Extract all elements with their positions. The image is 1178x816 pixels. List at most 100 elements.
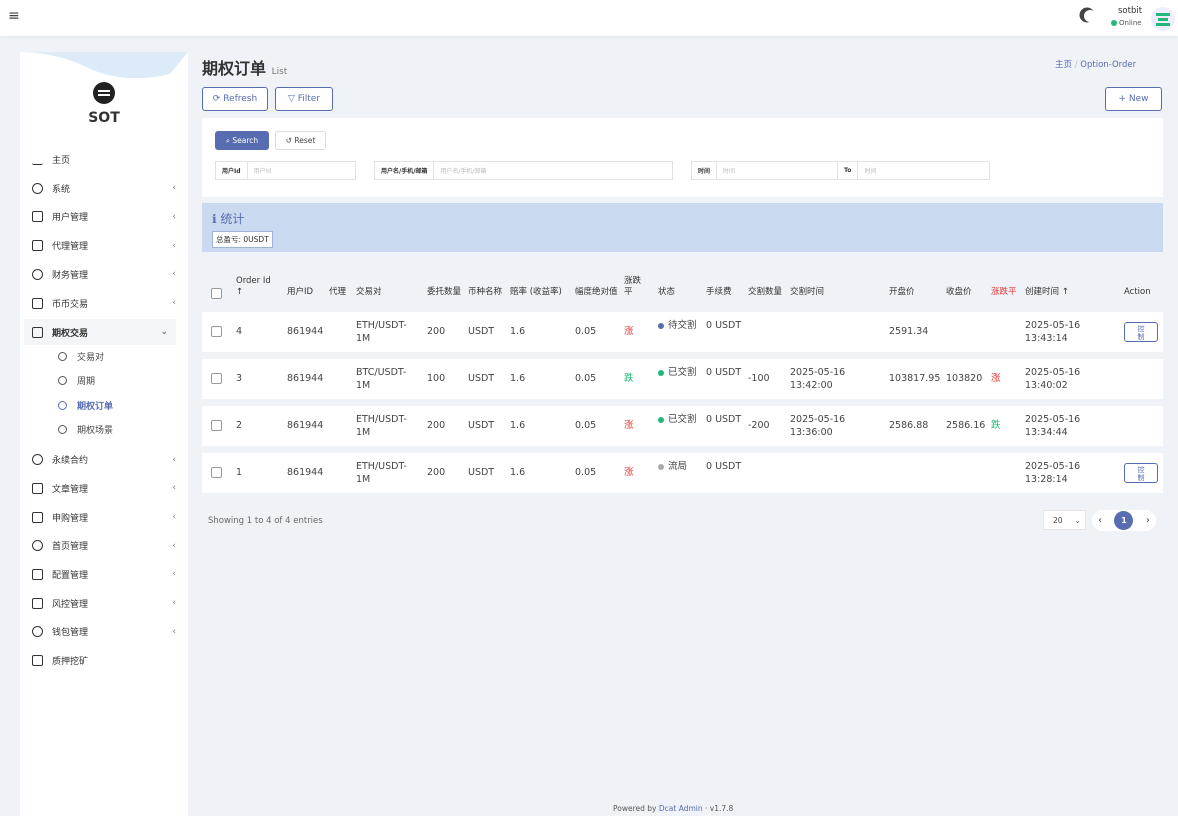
filter-field[interactable]: 用户Id 用户Id <box>215 161 356 180</box>
menu-item[interactable]: 永续合约 ‹ <box>32 453 176 466</box>
filter-button[interactable]: ▽ Filter <box>275 87 333 111</box>
cell: USDT <box>468 420 495 431</box>
table-row: 2 861944 ETH/USDT-1M 200 USDT 1.6 0.05 涨 已交割 0 US… <box>202 406 1163 446</box>
status-text: 待交割 <box>668 320 697 331</box>
menu-label: 申购管理 <box>52 513 89 524</box>
refresh-button[interactable]: ⟳ Refresh <box>202 87 268 111</box>
checkbox[interactable] <box>211 373 222 384</box>
menu-label: 风控管理 <box>52 599 89 610</box>
search-button[interactable]: ⌕ Search <box>215 131 269 150</box>
avatar[interactable] <box>1151 7 1175 31</box>
cell: 3 <box>236 373 243 384</box>
checkbox[interactable] <box>211 288 222 299</box>
submenu-icon <box>58 424 67 434</box>
menu-arrow: ‹ <box>172 269 176 280</box>
menu-item[interactable]: 用户管理 ‹ <box>32 210 176 223</box>
menu-label: 文章管理 <box>52 484 89 495</box>
sidebar: SOT 主页 系统 ‹ 用户管理 ‹ 代理管理 ‹ 财务管理 ‹ 币币交易 ‹ 期权交易 ⌄ 交易对 周期期… <box>20 52 188 816</box>
direction: 跌 <box>624 373 634 384</box>
menu-icon <box>32 326 43 338</box>
menu-arrow: ‹ <box>172 512 176 522</box>
menu-label: 代理管理 <box>52 242 89 253</box>
cell: 2025-05-16 13:28:14 <box>1025 461 1081 485</box>
menu-arrow: ‹ <box>172 211 176 222</box>
crumb[interactable]: Option-Order <box>1080 60 1137 70</box>
cell: 1.6 <box>510 420 526 431</box>
per-page: 20 <box>1053 515 1063 525</box>
pagination-info: Showing 1 to 4 of 4 entries <box>208 516 323 526</box>
action-button[interactable]: 控制 <box>1124 322 1158 342</box>
menu-item[interactable]: 代理管理 ‹ <box>32 239 176 252</box>
column-header: 代理 <box>329 287 347 297</box>
reset-button[interactable]: ↺ Reset <box>275 131 326 150</box>
cell: 103820 <box>946 373 983 384</box>
subtitle: List <box>271 67 288 77</box>
menu-item[interactable]: 质押挖矿 <box>32 654 176 667</box>
filter-field[interactable]: 时间 时间 To 时间 <box>691 161 990 180</box>
menu-icon <box>32 568 43 580</box>
menu-arrow: ‹ <box>172 298 176 308</box>
logo <box>93 82 115 104</box>
menu-label: 主页 <box>52 156 71 166</box>
checkbox[interactable] <box>211 326 222 337</box>
column-header: 用户ID <box>287 287 314 297</box>
submenu-label: 期权订单 <box>77 401 114 412</box>
footer-link[interactable]: Dcat Admin <box>658 804 703 813</box>
checkbox[interactable] <box>211 420 222 431</box>
per-page-select[interactable]: 20 ⌄ <box>1043 510 1086 530</box>
prev[interactable]: ‹ <box>1098 515 1103 526</box>
filter-panel: ⌕ Search ↺ Reset 用户Id 用户Id 用户名/手机/邮箱 用户名/手… <box>202 118 1163 197</box>
column-header: 收盘价 <box>946 287 972 297</box>
cell: 200 <box>427 326 446 337</box>
column-header[interactable]: Order Id ↑ <box>236 276 271 297</box>
status: 已交割 <box>658 413 700 426</box>
menu-label: 系统 <box>52 184 71 195</box>
submenu-item[interactable]: 期权订单 <box>58 399 113 412</box>
page-number[interactable]: 1 <box>1114 511 1134 530</box>
checkbox[interactable] <box>211 467 222 478</box>
cell: 100 <box>427 373 446 384</box>
theme-toggle[interactable] <box>1084 10 1096 22</box>
menu-item[interactable]: 文章管理 ‹ <box>32 482 176 495</box>
column-header[interactable]: 创建时间 ↑ <box>1025 287 1069 297</box>
menu-label: 用户管理 <box>52 213 89 224</box>
crumb[interactable]: 主页 <box>1055 60 1073 70</box>
action-button[interactable]: 控制 <box>1124 463 1158 483</box>
menu-label: 首页管理 <box>52 542 89 553</box>
label: Search <box>232 136 259 145</box>
menu-item[interactable]: 主页 <box>32 153 176 166</box>
menu-item[interactable]: 系统 ‹ <box>32 182 176 195</box>
next[interactable]: › <box>1145 515 1150 526</box>
direction: 涨 <box>991 373 1001 384</box>
menu-item[interactable]: 财务管理 ‹ <box>32 268 176 281</box>
menu-item[interactable]: 申购管理 ‹ <box>32 511 176 524</box>
submenu-item[interactable]: 期权场景 <box>58 423 113 436</box>
column-header: 开盘价 <box>889 287 915 297</box>
menu-label: 钱包管理 <box>52 628 89 639</box>
submenu-icon <box>58 351 67 361</box>
submenu-item[interactable]: 交易对 <box>58 350 104 363</box>
pager: ‹ 1 › <box>1092 510 1156 531</box>
cell: 2025-05-16 13:36:00 <box>790 414 846 438</box>
menu-item[interactable]: 首页管理 ‹ <box>32 539 176 552</box>
menu-item[interactable]: 配置管理 ‹ <box>32 568 176 581</box>
column-header: 涨跌平 <box>624 276 642 297</box>
menu-toggle[interactable]: ≡ <box>8 8 20 24</box>
status-dot <box>658 370 664 376</box>
submenu-item[interactable]: 周期 <box>58 374 95 387</box>
submenu-icon <box>58 400 67 410</box>
menu-arrow: ‹ <box>172 483 176 494</box>
cell: 2586.88 <box>889 420 929 431</box>
menu-item[interactable]: 钱包管理 ‹ <box>32 625 176 638</box>
menu-item[interactable]: 期权交易 ⌄ <box>24 319 176 346</box>
footer: Powered by Dcat Admin · v1.7.8 <box>613 804 733 813</box>
menu-item[interactable]: 风控管理 ‹ <box>32 597 176 610</box>
stats-title: ℹ 统计 <box>212 212 245 226</box>
new-button[interactable]: + New <box>1105 87 1162 111</box>
cell: 2025-05-16 13:43:14 <box>1025 320 1081 344</box>
filter-field[interactable]: 用户名/手机/邮箱 用户名/手机/邮箱 <box>374 161 673 180</box>
version: · v1.7.8 <box>705 804 734 813</box>
cell: 200 <box>427 420 446 431</box>
menu-item[interactable]: 币币交易 ‹ <box>32 297 176 310</box>
cell: 103817.95 <box>889 373 941 384</box>
